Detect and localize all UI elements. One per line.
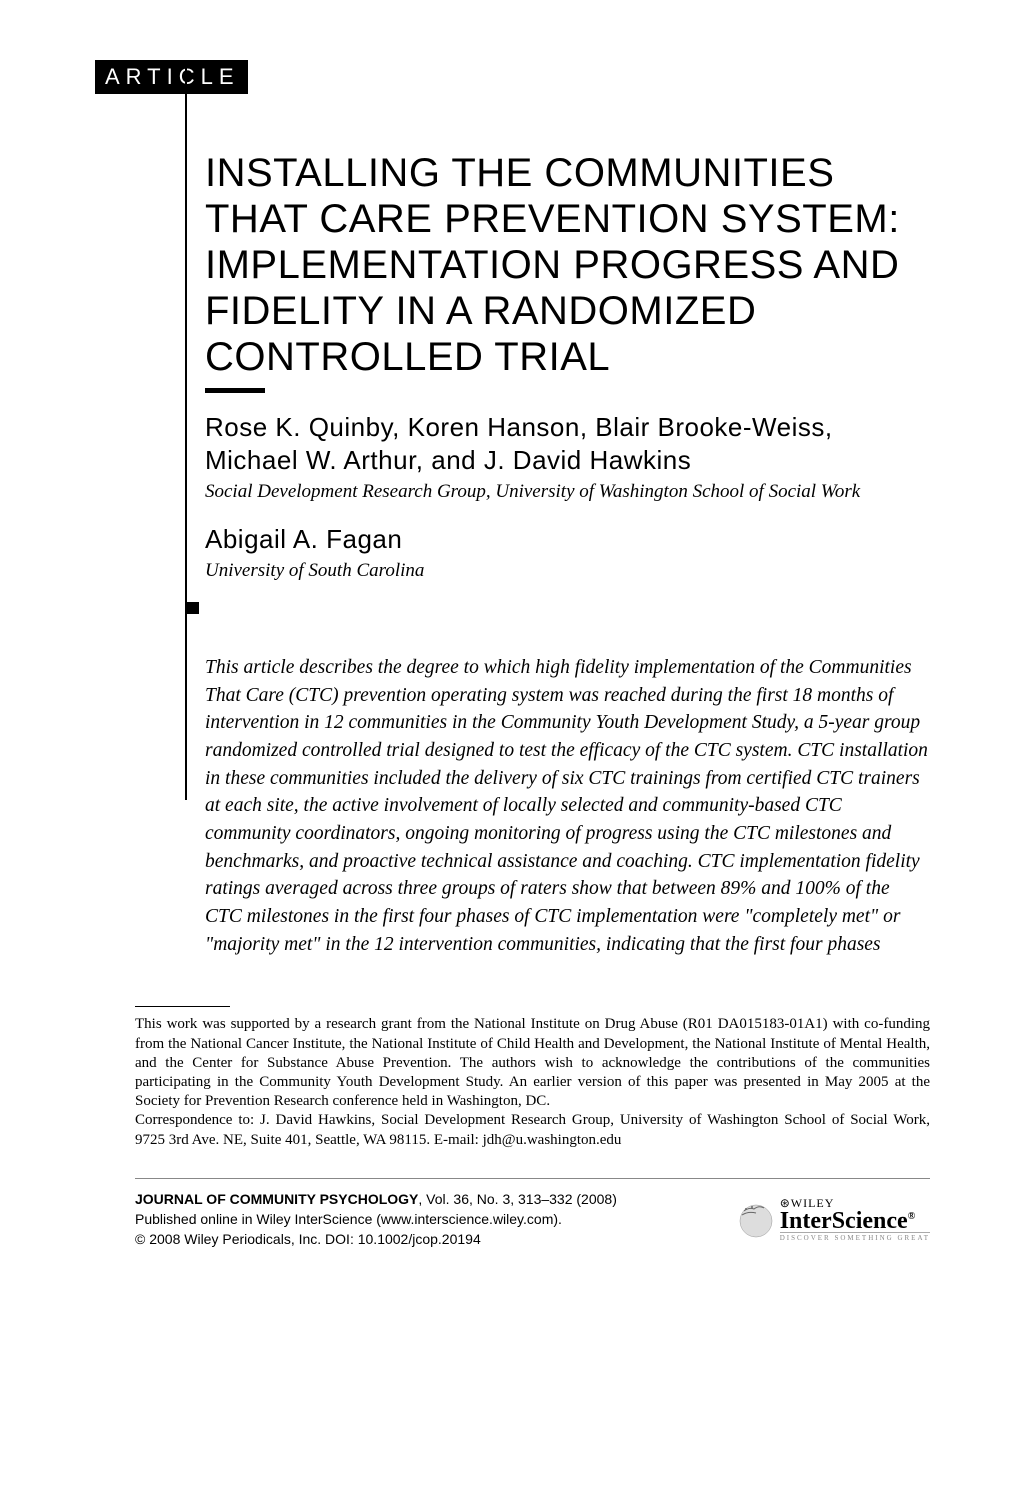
article-tab-label: ARTICLE [95, 60, 248, 94]
footnote-funding: This work was supported by a research gr… [135, 1015, 930, 1111]
footnotes: This work was supported by a research gr… [135, 1015, 930, 1149]
authors-1: Rose K. Quinby, Koren Hanson, Blair Broo… [205, 411, 930, 476]
footer-rule [135, 1178, 930, 1179]
journal-info: JOURNAL OF COMMUNITY PSYCHOLOGY, Vol. 36… [135, 1189, 617, 1250]
affiliation-2: University of South Carolina [205, 559, 930, 584]
journal-online: Published online in Wiley InterScience (… [135, 1209, 617, 1229]
interscience-text: InterScience [780, 1208, 908, 1234]
affiliation-1: Social Development Research Group, Unive… [205, 480, 930, 505]
publisher-tagline: DISCOVER SOMETHING GREAT [780, 1232, 930, 1242]
interscience-brand: InterScience® [780, 1211, 930, 1233]
article-tab: ARTICLE [95, 60, 248, 94]
title-underline [205, 388, 265, 393]
publisher-logo-text: ⊛WILEY InterScience® DISCOVER SOMETHING … [780, 1196, 930, 1243]
footnote-rule [135, 1006, 230, 1007]
publisher-logo: ⊛WILEY InterScience® DISCOVER SOMETHING … [734, 1196, 930, 1243]
page-footer: JOURNAL OF COMMUNITY PSYCHOLOGY, Vol. 36… [135, 1189, 930, 1250]
author-block-1: Rose K. Quinby, Koren Hanson, Blair Broo… [205, 411, 930, 505]
article-content: INSTALLING THE COMMUNITIES THAT CARE PRE… [205, 150, 930, 1250]
journal-line-1: JOURNAL OF COMMUNITY PSYCHOLOGY, Vol. 36… [135, 1189, 617, 1209]
abstract-text: This article describes the degree to whi… [205, 654, 930, 959]
article-title: INSTALLING THE COMMUNITIES THAT CARE PRE… [205, 150, 930, 380]
vertical-rule [185, 60, 187, 800]
author-block-2: Abigail A. Fagan University of South Car… [205, 523, 930, 584]
author-end-marker [187, 602, 199, 614]
journal-citation: , Vol. 36, No. 3, 313–332 (2008) [418, 1191, 616, 1207]
journal-name: JOURNAL OF COMMUNITY PSYCHOLOGY [135, 1191, 418, 1207]
footnote-correspondence: Correspondence to: J. David Hawkins, Soc… [135, 1111, 930, 1149]
authors-2: Abigail A. Fagan [205, 523, 930, 556]
journal-copyright: © 2008 Wiley Periodicals, Inc. DOI: 10.1… [135, 1229, 617, 1249]
globe-icon [734, 1199, 774, 1239]
